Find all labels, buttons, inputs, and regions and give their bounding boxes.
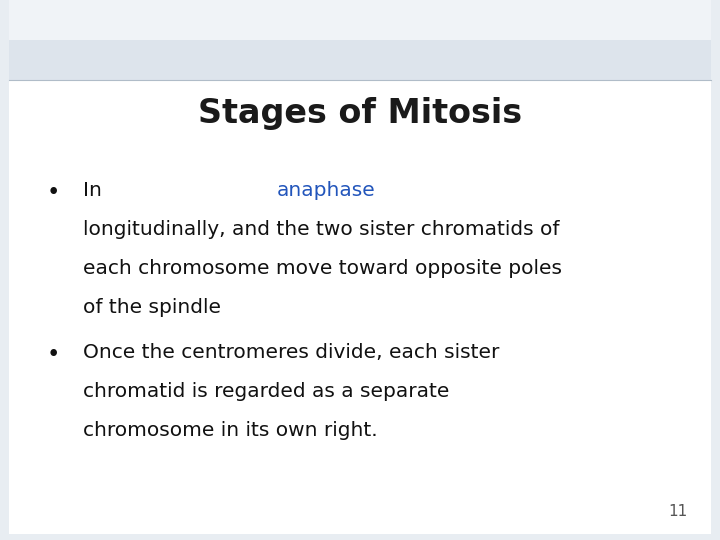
Text: •: • [47,343,60,366]
Text: Genetics: Genetics [26,27,210,69]
Text: A GENOMICS PERSPECTIVE: A GENOMICS PERSPECTIVE [205,56,336,66]
Text: chromatid is regarded as a separate: chromatid is regarded as a separate [83,382,449,401]
Text: Fourth Edition: Fourth Edition [616,14,693,23]
Text: Essential: Essential [35,14,83,23]
Text: •: • [47,181,60,204]
Text: each chromosome move toward opposite poles: each chromosome move toward opposite pol… [83,259,562,278]
Text: 11: 11 [668,504,688,519]
Text: Once the centromeres divide, each sister: Once the centromeres divide, each sister [83,343,499,362]
Text: Stages of Mitosis: Stages of Mitosis [198,97,522,130]
Text: anaphase: anaphase [277,181,376,200]
Text: longitudinally, and the two sister chromatids of: longitudinally, and the two sister chrom… [83,220,559,239]
Text: Daniel L. Hartl and Elizabeth W. Jones: Daniel L. Hartl and Elizabeth W. Jones [477,57,693,68]
Text: In: In [83,181,108,200]
Text: of the spindle: of the spindle [83,298,221,316]
Text: chromosome in its own right.: chromosome in its own right. [83,421,377,440]
